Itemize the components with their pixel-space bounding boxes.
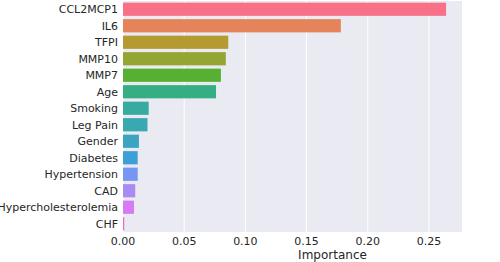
bar	[123, 3, 446, 16]
y-tick-label: Diabetes	[69, 152, 118, 165]
y-tick-label: Smoking	[70, 102, 118, 115]
x-tick-label: 0.05	[172, 235, 197, 248]
bar	[123, 118, 147, 131]
chart-svg: 0.00 0.05 0.10 0.15 0.20 0.25 CCL2MCP1 IL6 TFPI M…	[0, 0, 500, 262]
grid-line	[306, 1, 307, 232]
bar	[123, 201, 134, 214]
x-axis-label: Importance	[298, 248, 367, 262]
y-tick-label: Leg Pain	[72, 119, 118, 132]
x-tick-label: 0.15	[294, 235, 319, 248]
x-tick-label: 0.10	[233, 235, 258, 248]
x-tick-label: 0.00	[111, 235, 136, 248]
bar	[123, 19, 341, 32]
bar	[123, 85, 216, 98]
y-tick-label: MMP10	[78, 53, 118, 66]
grid-line	[245, 1, 246, 232]
bars	[123, 3, 446, 231]
bar	[123, 168, 138, 181]
y-tick-label: MMP7	[85, 69, 118, 82]
bar	[123, 69, 221, 82]
y-tick-label: Hypercholesterolemia	[0, 201, 118, 214]
bar	[123, 217, 124, 230]
y-tick-label: Age	[97, 86, 119, 99]
chart-root: 0.00 0.05 0.10 0.15 0.20 0.25 CCL2MCP1 IL6 TFPI M…	[0, 0, 500, 262]
y-tick-label: Gender	[77, 135, 118, 148]
bar	[123, 135, 139, 148]
y-tick-label: CHF	[96, 218, 118, 231]
bar	[123, 184, 135, 197]
grid-line	[367, 1, 368, 232]
y-tick-label: CAD	[94, 185, 118, 198]
bar	[123, 102, 149, 115]
bar	[123, 36, 228, 49]
y-tick-label: TFPI	[94, 36, 118, 49]
y-tick-label: Hypertension	[44, 168, 118, 181]
y-tick-label: CCL2MCP1	[59, 3, 118, 16]
grid-line	[428, 1, 429, 232]
y-tick-label: IL6	[102, 20, 118, 33]
x-tick-label: 0.20	[356, 235, 381, 248]
bar	[123, 52, 226, 65]
plot-background	[123, 1, 462, 232]
bar	[123, 151, 138, 164]
x-tick-label: 0.25	[417, 235, 442, 248]
